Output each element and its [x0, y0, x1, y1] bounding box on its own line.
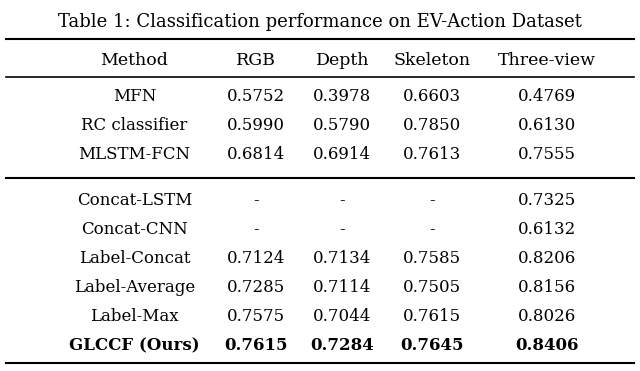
Text: RC classifier: RC classifier: [81, 117, 188, 134]
Text: 0.7505: 0.7505: [403, 279, 461, 296]
Text: Concat-LSTM: Concat-LSTM: [77, 193, 192, 209]
Text: 0.7555: 0.7555: [518, 146, 576, 163]
Text: 0.3978: 0.3978: [313, 88, 372, 105]
Text: 0.8406: 0.8406: [515, 337, 579, 354]
Text: -: -: [253, 193, 259, 209]
Text: Method: Method: [100, 52, 168, 69]
Text: -: -: [340, 221, 345, 238]
Text: 0.5990: 0.5990: [227, 117, 285, 134]
Text: 0.7613: 0.7613: [403, 146, 461, 163]
Text: Depth: Depth: [316, 52, 369, 69]
Text: RGB: RGB: [236, 52, 276, 69]
Text: 0.6603: 0.6603: [403, 88, 461, 105]
Text: 0.7325: 0.7325: [518, 193, 577, 209]
Text: 0.6914: 0.6914: [314, 146, 371, 163]
Text: 0.7284: 0.7284: [310, 337, 374, 354]
Text: -: -: [429, 193, 435, 209]
Text: Table 1: Classification performance on EV-Action Dataset: Table 1: Classification performance on E…: [58, 13, 582, 31]
Text: 0.7285: 0.7285: [227, 279, 285, 296]
Text: Skeleton: Skeleton: [394, 52, 470, 69]
Text: Label-Max: Label-Max: [90, 308, 179, 325]
Text: Label-Concat: Label-Concat: [79, 250, 190, 267]
Text: 0.7615: 0.7615: [403, 308, 461, 325]
Text: Three-view: Three-view: [498, 52, 596, 69]
Text: MFN: MFN: [113, 88, 156, 105]
Text: GLCCF (Ours): GLCCF (Ours): [69, 337, 200, 354]
Text: 0.6130: 0.6130: [518, 117, 577, 134]
Text: MLSTM-FCN: MLSTM-FCN: [78, 146, 191, 163]
Text: 0.8206: 0.8206: [518, 250, 577, 267]
Text: 0.5752: 0.5752: [227, 88, 285, 105]
Text: 0.7575: 0.7575: [227, 308, 285, 325]
Text: 0.7134: 0.7134: [313, 250, 372, 267]
Text: 0.7615: 0.7615: [224, 337, 288, 354]
Text: Concat-CNN: Concat-CNN: [81, 221, 188, 238]
Text: 0.5790: 0.5790: [314, 117, 371, 134]
Text: 0.7124: 0.7124: [227, 250, 285, 267]
Text: 0.8156: 0.8156: [518, 279, 576, 296]
Text: -: -: [340, 193, 345, 209]
Text: -: -: [253, 221, 259, 238]
Text: -: -: [429, 221, 435, 238]
Text: 0.7044: 0.7044: [313, 308, 372, 325]
Text: 0.7585: 0.7585: [403, 250, 461, 267]
Text: 0.7850: 0.7850: [403, 117, 461, 134]
Text: 0.8026: 0.8026: [518, 308, 577, 325]
Text: Label-Average: Label-Average: [74, 279, 195, 296]
Text: 0.7645: 0.7645: [400, 337, 464, 354]
Text: 0.4769: 0.4769: [518, 88, 576, 105]
Text: 0.7114: 0.7114: [313, 279, 372, 296]
Text: 0.6132: 0.6132: [518, 221, 577, 238]
Text: 0.6814: 0.6814: [227, 146, 285, 163]
